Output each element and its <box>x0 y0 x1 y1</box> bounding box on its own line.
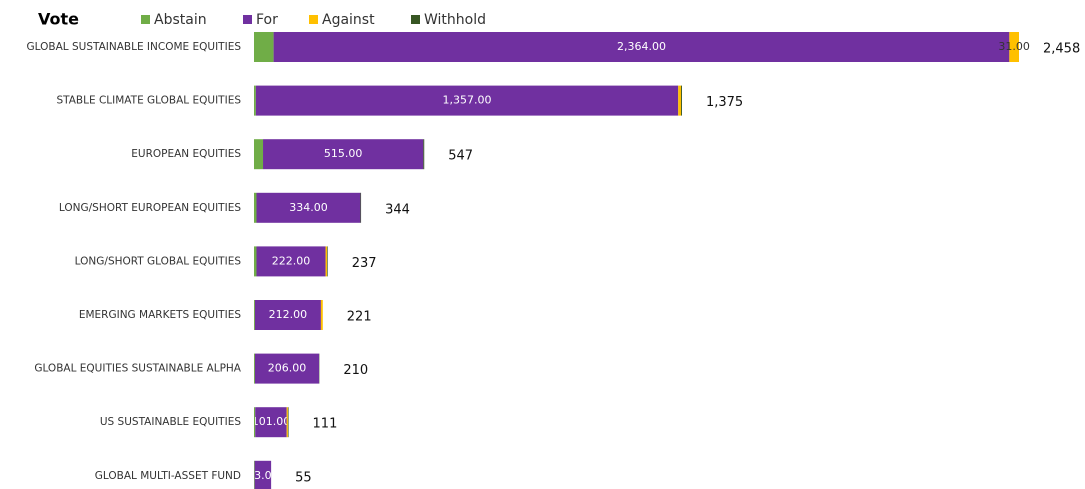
total-label: 1,375 <box>706 95 743 110</box>
bar-segment <box>423 139 425 170</box>
bar-segment <box>360 192 362 223</box>
bar-segment <box>254 246 257 277</box>
category-label: LONG/SHORT EUROPEAN EQUITIES <box>59 202 241 214</box>
bar-segment <box>678 85 682 116</box>
data-label: 222.00 <box>272 254 311 267</box>
bar-segment <box>254 139 264 170</box>
bar-segment <box>320 300 323 330</box>
data-label: 334.00 <box>289 201 328 214</box>
legend-title: Vote <box>38 10 79 29</box>
bar-segment <box>254 85 256 116</box>
data-label: 1,357.00 <box>443 94 492 107</box>
bar-segment <box>286 407 288 438</box>
legend-swatch <box>243 15 252 24</box>
bar-segment <box>254 192 257 223</box>
category-label: EUROPEAN EQUITIES <box>131 148 241 160</box>
category-label: GLOBAL SUSTAINABLE INCOME EQUITIES <box>27 41 242 53</box>
total-label: 111 <box>313 417 338 432</box>
data-label: 53.00 <box>247 469 279 482</box>
bar-segment <box>254 32 274 62</box>
data-label: 206.00 <box>268 362 307 375</box>
bar-segment <box>255 407 287 438</box>
total-label: 344 <box>385 202 410 217</box>
category-label: US SUSTAINABLE EQUITIES <box>100 416 241 428</box>
bar-segment <box>255 85 679 116</box>
bar-segment <box>254 353 320 384</box>
bar-segment <box>254 407 256 438</box>
bar-segment <box>256 192 361 223</box>
bar-segment <box>287 407 289 438</box>
category-label: STABLE CLIMATE GLOBAL EQUITIES <box>56 95 241 107</box>
legend-swatch <box>141 15 150 24</box>
total-label: 210 <box>343 363 368 378</box>
data-label: 31.00 <box>998 40 1030 53</box>
legend-label: Against <box>322 12 375 28</box>
bar-segment <box>1009 32 1019 62</box>
bar-segment <box>254 353 255 384</box>
data-label: 101.00 <box>252 415 291 428</box>
bar-segment <box>254 300 321 330</box>
bar-segment <box>273 32 1010 62</box>
bar-segment <box>325 246 328 277</box>
bar-segment <box>254 300 255 330</box>
legend-label: Withhold <box>424 12 486 28</box>
legend-label: For <box>256 12 278 28</box>
data-label: 2,364.00 <box>617 40 666 53</box>
category-label: LONG/SHORT GLOBAL EQUITIES <box>75 255 242 267</box>
total-label: 2,458 <box>1043 42 1080 57</box>
bar-segment <box>681 85 682 116</box>
legend-label: Abstain <box>154 12 207 28</box>
legend-swatch <box>411 15 420 24</box>
total-label: 237 <box>352 256 377 271</box>
bar-segment <box>254 460 272 489</box>
category-label: GLOBAL EQUITIES SUSTAINABLE ALPHA <box>34 363 241 375</box>
category-label: EMERGING MARKETS EQUITIES <box>79 309 241 321</box>
bar-segment <box>256 246 326 277</box>
data-label: 515.00 <box>324 147 363 160</box>
data-label: 212.00 <box>269 308 308 321</box>
bar-segment <box>254 460 255 489</box>
total-label: 547 <box>448 149 473 164</box>
bar-segment <box>263 139 424 170</box>
total-label: 221 <box>347 310 372 325</box>
legend-swatch <box>309 15 318 24</box>
bar-segment <box>327 246 328 277</box>
total-label: 55 <box>295 470 312 485</box>
category-label: GLOBAL MULTI-ASSET FUND <box>95 470 241 482</box>
